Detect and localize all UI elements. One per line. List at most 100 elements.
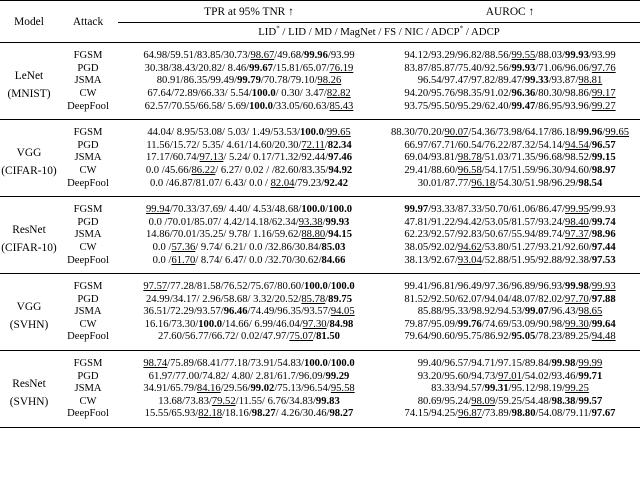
auroc-segment: 79.87/95.09/ (404, 318, 458, 330)
methods-rest: / LID / MD / MagNet / FS / NIC / ADCP (279, 25, 460, 38)
auroc-segment: /88.03/ (535, 50, 566, 62)
auroc-cell: 66.97/67.71/60.54/76.22/87.32/54.14/94.5… (380, 140, 640, 153)
tpr-cell: 30.38/38.43/20.82/ 8.46/99.67/15.81/65.0… (118, 63, 380, 76)
tpr-segment: 99.83 (315, 395, 340, 407)
tpr-segment: 100.0 (330, 358, 355, 370)
model-dataset: (CIFAR-10) (1, 241, 57, 254)
tpr-segment: 57.36 (171, 241, 196, 253)
tpr-segment: / (313, 331, 317, 343)
tpr-cell: 15.55/65.93/82.18/18.16/98.27/ 4.26/30.4… (118, 408, 380, 427)
auroc-segment: 99.99 (578, 358, 603, 370)
tpr-segment: 16.16/73.30/ (144, 318, 199, 330)
auroc-segment: /54.02/93.46/ (521, 370, 579, 382)
tpr-segment: 82.82 (326, 87, 351, 99)
auroc-cell: 79.87/95.09/99.76/74.69/53.09/90.98/99.3… (380, 319, 640, 332)
auroc-segment: / (588, 281, 592, 293)
tpr-segment: 82.18 (198, 408, 223, 420)
tpr-cell: 24.99/34.17/ 2.96/58.68/ 3.32/20.52/85.7… (118, 294, 380, 307)
auroc-segment: 98.80 (511, 408, 536, 420)
tpr-segment: /15.81/65.07/ (272, 62, 330, 74)
auroc-segment: /73.89/ (481, 408, 512, 420)
tpr-segment: 99.93 (325, 216, 350, 228)
auroc-segment: 30.01/87.77/ (417, 177, 472, 189)
auroc-segment: 96.87 (458, 408, 482, 420)
table-row: PGD 30.38/38.43/20.82/ 8.46/99.67/15.81/6… (0, 63, 640, 76)
tpr-segment: / (324, 139, 328, 151)
auroc-segment: /59.25/54.48/ (495, 395, 552, 407)
auroc-segment: /53.80/51.27/93.21/92.60/ (481, 241, 592, 253)
model-cell: VGG (CIFAR-10) (0, 120, 58, 197)
auroc-segment: 99.57 (578, 395, 603, 407)
tpr-segment: 0.0 /45.66/ (145, 164, 192, 176)
auroc-segment: 38.05/92.02/ (404, 241, 458, 253)
tpr-segment: 76.19 (329, 62, 354, 74)
auroc-cell: 83.33/94.57/99.31/95.12/98.19/99.25 (380, 383, 640, 396)
auroc-segment: 99.25 (565, 383, 589, 395)
tpr-segment: /75.13/96.54/ (274, 383, 331, 395)
auroc-segment: /74.69/53.09/90.98/ (481, 318, 566, 330)
tpr-segment: 98.67 (250, 50, 275, 62)
attack-cell: PGD (77, 139, 99, 151)
methods-prefix-star: * (276, 24, 280, 32)
auroc-segment: 98.97 (591, 164, 616, 176)
auroc-segment: 97.53 (591, 254, 616, 266)
auroc-cell: 30.01/87.77/96.18/54.30/51.98/96.29/98.5… (380, 178, 640, 197)
auroc-segment: / (602, 127, 606, 139)
auroc-segment: 98.81 (578, 75, 603, 87)
tpr-segment: /82.60/83.35/ (271, 164, 329, 176)
auroc-cell: 79.64/90.60/95.75/86.92/95.05/78.23/89.2… (380, 331, 640, 350)
table-row: JSMA 17.17/60.74/97.13/ 5.24/ 0.17/71.32/… (0, 152, 640, 165)
attack-cell: DeepFool (67, 408, 109, 420)
tpr-segment: /14.66/ 6.99/46.04/ (222, 318, 303, 330)
tpr-segment: / 4.26/30.46/ (275, 408, 330, 420)
auroc-segment: 85.88/95.33/98.92/94.53/ (417, 306, 525, 318)
tpr-cell: 99.94/70.33/37.69/ 4.40/ 4.53/48.68/100.… (118, 197, 380, 217)
attack-cell: CW (79, 164, 97, 176)
tpr-segment: /49.68/ (274, 50, 305, 62)
header-model: Model (14, 16, 44, 29)
tpr-segment: 94.05 (330, 306, 355, 318)
table-row: DeepFool 62.57/70.55/66.58/ 5.69/100.0/33… (0, 101, 640, 120)
auroc-segment: 83.87/85.87/75.40/92.56/ (404, 62, 512, 74)
tpr-segment: 0.0 /46.87/81.07/ 6.43/ 0.0 / (149, 177, 271, 189)
tpr-segment: /77.28/81.58/76.52/75.67/80.60/ (167, 281, 305, 293)
tpr-cell: 16.16/73.30/100.0/14.66/ 6.99/46.04/97.3… (118, 319, 380, 332)
table-row: DeepFool 27.60/56.77/66.72/ 0.02/47.97/75… (0, 331, 640, 350)
auroc-cell: 93.75/95.50/95.29/62.40/99.47/86.95/93.9… (380, 101, 640, 120)
model-name: VGG (16, 300, 42, 313)
attack-cell: PGD (77, 370, 99, 382)
methods-prefix: LID (258, 25, 277, 38)
auroc-segment: /86.95/93.96/ (535, 100, 592, 112)
attack-cell: JSMA (74, 306, 102, 318)
tpr-segment: 98.26 (317, 75, 342, 87)
tpr-segment: 99.67 (249, 62, 273, 74)
auroc-cell: 88.30/70.20/90.07/54.36/73.98/64.17/86.1… (380, 120, 640, 140)
auroc-segment: 99.15 (591, 152, 616, 164)
table-row: VGG (CIFAR-10) FGSM 44.04/ 8.95/53.08/ 5.03… (0, 119, 640, 177)
tpr-segment: 75.07 (289, 331, 314, 343)
auroc-segment: / (588, 318, 592, 330)
auroc-segment: 88.30/70.20/ (390, 127, 445, 139)
auroc-segment: /80.30/98.86/ (535, 87, 592, 99)
attack-cell: PGD (77, 62, 99, 74)
auroc-segment: 99.65 (605, 127, 630, 139)
auroc-segment: 69.04/93.81/ (404, 152, 458, 164)
tpr-cell: 67.64/72.89/66.33/ 5.54/100.0/ 0.30/ 3.4… (118, 88, 380, 101)
tpr-segment: 99.79 (237, 75, 261, 87)
model-dataset: (CIFAR-10) (1, 164, 57, 177)
auroc-segment: 62.23/92.57/92.83/50.67/55.94/89.74/ (404, 229, 566, 241)
tpr-segment: 99.65 (326, 127, 351, 139)
auroc-segment: 98.54 (578, 177, 603, 189)
tpr-segment: / 6.27/ 0.02 / (215, 164, 272, 176)
auroc-segment: 99.93 (511, 62, 536, 74)
auroc-segment: 99.74 (591, 216, 616, 228)
tpr-segment: /93.99 (327, 50, 355, 62)
header-methods: LID* / LID / MD / MagNet / FS / NIC / AD… (118, 22, 640, 43)
tpr-segment: 61.97/77.00/74.82/ 4.80/ 2.81/61.7/96.09… (148, 370, 326, 382)
tpr-cell: 34.91/65.79/84.16/29.56/99.02/75.13/96.5… (118, 383, 380, 396)
tpr-segment: /33.05/60.63/ (272, 100, 330, 112)
auroc-cell: 96.54/97.47/97.82/89.47/99.33/93.87/98.8… (380, 75, 640, 88)
auroc-segment: 38.13/92.67/ (404, 254, 458, 266)
auroc-segment: /95.12/98.19/ (508, 383, 566, 395)
tpr-segment: 98.74 (143, 358, 168, 370)
